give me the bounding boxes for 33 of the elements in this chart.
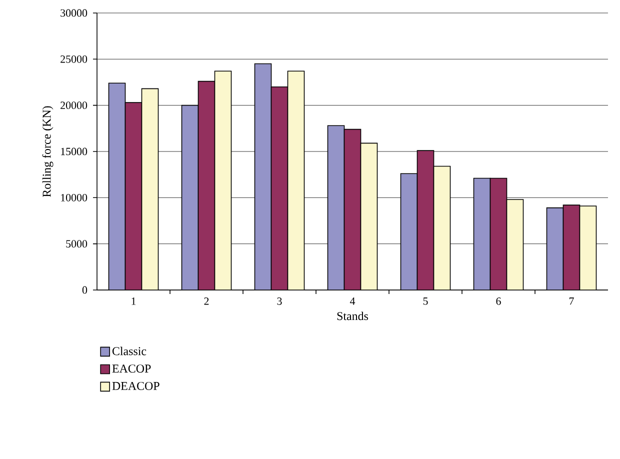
bar <box>579 206 597 290</box>
y-tick-label: 25000 <box>60 55 88 63</box>
y-tick-label: 20000 <box>60 102 88 110</box>
bar <box>562 204 580 290</box>
bar <box>434 166 450 290</box>
legend-label: Classic <box>112 346 146 356</box>
bar <box>125 102 142 290</box>
y-tick-label: 10000 <box>61 194 88 202</box>
x-tick-label: 5 <box>423 298 428 305</box>
y-tick-label: 0 <box>82 286 88 294</box>
x-tick-label: 2 <box>204 298 209 305</box>
bar <box>271 86 288 290</box>
x-tick-label: 7 <box>569 298 574 305</box>
x-tick-label: 4 <box>350 298 356 305</box>
bar <box>198 81 215 290</box>
legend-label: EACOP <box>112 364 151 373</box>
x-tick-label: 6 <box>496 298 501 305</box>
bar <box>288 71 304 290</box>
y-tick-label: 15000 <box>61 148 88 156</box>
bar <box>417 150 434 290</box>
bar <box>142 88 158 290</box>
legend-label: DEACOP <box>112 382 160 390</box>
y-tick-label: 5000 <box>66 240 88 248</box>
x-tick-label: 1 <box>132 298 136 305</box>
x-tick-label: 3 <box>277 298 282 305</box>
y-axis-title: Rolling force (KN) <box>42 106 54 197</box>
bar <box>344 129 361 290</box>
bar <box>506 200 524 290</box>
bar <box>490 178 507 290</box>
y-tick-label: 30000 <box>60 9 88 17</box>
x-axis-title: Stands <box>337 312 368 320</box>
bar <box>360 143 378 290</box>
bar <box>214 71 232 290</box>
